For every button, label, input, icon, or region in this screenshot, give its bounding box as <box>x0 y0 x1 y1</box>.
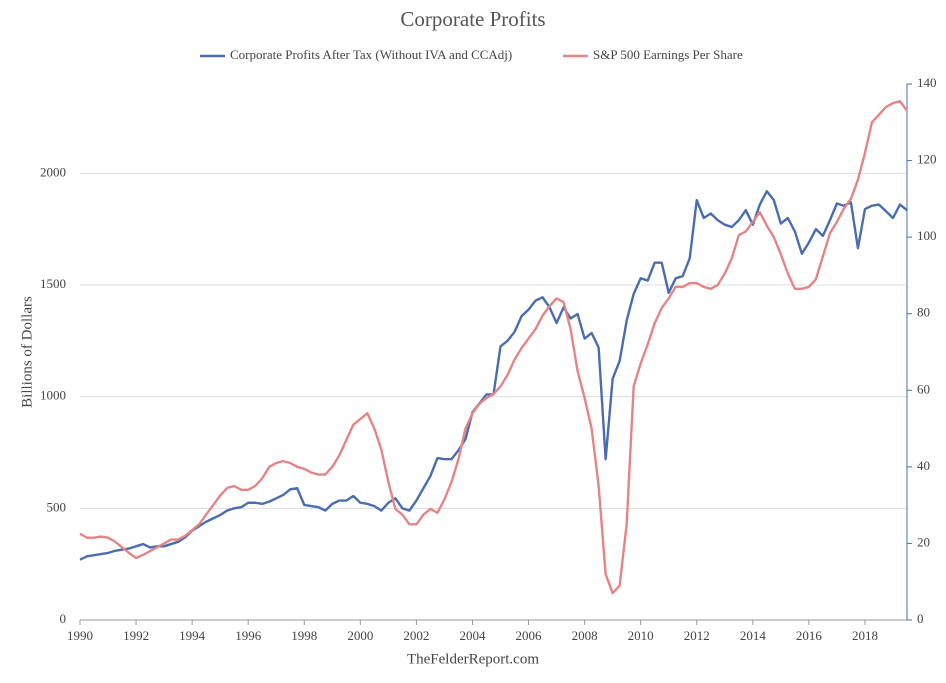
source: TheFelderReport.com <box>407 651 539 667</box>
y2-tick-label: 80 <box>917 305 930 320</box>
x-tick-label: 1998 <box>291 628 317 643</box>
chart-title: Corporate Profits <box>400 7 545 31</box>
y2-tick-label: 40 <box>917 458 930 473</box>
x-tick-label: 2018 <box>852 628 878 643</box>
x-tick-label: 1992 <box>123 628 149 643</box>
series-line <box>79 100 908 595</box>
legend-label: S&P 500 Earnings Per Share <box>593 47 743 62</box>
y-tick-label: 1500 <box>40 276 66 291</box>
y-tick-label: 1000 <box>40 388 66 403</box>
y2-tick-label: 20 <box>917 534 930 549</box>
x-tick-label: 2004 <box>459 628 486 643</box>
x-tick-label: 2002 <box>403 628 429 643</box>
y-tick-label: 2000 <box>40 164 66 179</box>
legend-label: Corporate Profits After Tax (Without IVA… <box>230 47 512 62</box>
x-tick-label: 1994 <box>179 628 206 643</box>
x-tick-label: 2008 <box>572 628 598 643</box>
y2-tick-label: 140 <box>917 75 937 90</box>
x-tick-label: 1996 <box>235 628 262 643</box>
y2-tick-label: 120 <box>917 152 937 167</box>
y-tick-label: 500 <box>47 499 67 514</box>
y-tick-label: 0 <box>60 611 67 626</box>
y2-tick-label: 0 <box>917 611 924 626</box>
y2-tick-label: 100 <box>917 228 937 243</box>
x-tick-label: 2014 <box>740 628 767 643</box>
y-axis-label: Billions of Dollars <box>19 296 35 408</box>
y2-tick-label: 60 <box>917 381 930 396</box>
x-tick-label: 2016 <box>796 628 823 643</box>
x-tick-label: 2006 <box>516 628 543 643</box>
x-tick-label: 2010 <box>628 628 654 643</box>
x-tick-label: 2000 <box>347 628 373 643</box>
x-tick-label: 1990 <box>67 628 93 643</box>
series-line <box>79 190 908 561</box>
x-tick-label: 2012 <box>684 628 710 643</box>
